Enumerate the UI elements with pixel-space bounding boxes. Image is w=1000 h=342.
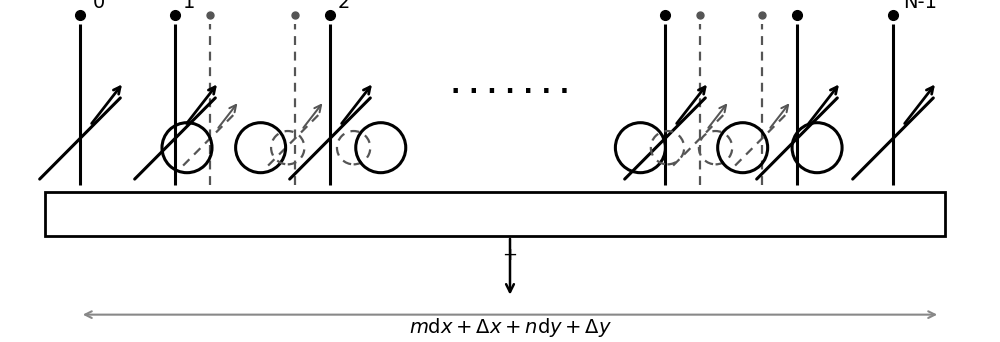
Text: 0: 0 <box>93 0 105 12</box>
Text: 2: 2 <box>338 0 350 12</box>
Text: · · · · · · ·: · · · · · · · <box>451 80 569 104</box>
Text: N-1: N-1 <box>903 0 937 12</box>
Text: 1: 1 <box>183 0 195 12</box>
Text: $m\mathrm{d}x + \Delta x + n\mathrm{d}y + \Delta y$: $m\mathrm{d}x + \Delta x + n\mathrm{d}y … <box>409 316 611 339</box>
Text: +: + <box>503 246 518 264</box>
Bar <box>45 192 945 236</box>
